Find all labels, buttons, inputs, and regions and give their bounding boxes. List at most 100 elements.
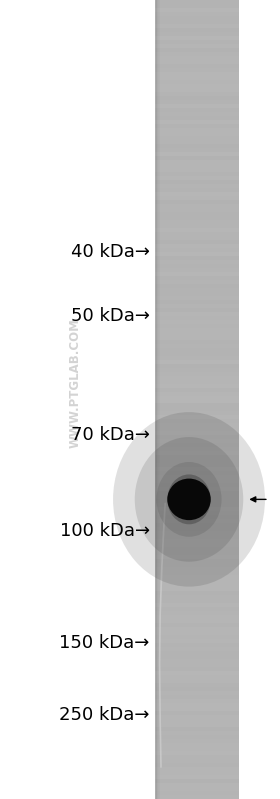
Bar [155,52,239,56]
Bar [155,603,239,607]
Bar [155,116,239,120]
Bar [155,44,239,48]
Ellipse shape [113,412,265,586]
Bar [155,308,239,312]
Bar [159,0,160,799]
Bar [155,156,239,160]
Bar [155,248,239,252]
Bar [155,555,239,559]
Bar [155,707,239,711]
Bar [155,236,239,240]
Bar [155,388,239,392]
Bar [155,475,239,479]
Bar [155,719,239,723]
Bar [155,240,239,244]
Bar [155,547,239,551]
Bar [155,332,239,336]
Bar [155,763,239,767]
Bar [155,779,239,783]
Bar [155,280,239,284]
Bar [155,400,239,403]
Bar [155,60,239,64]
Bar [155,12,239,16]
Bar [155,64,239,68]
Bar [155,439,239,443]
Bar [155,695,239,699]
Bar [155,487,239,491]
Bar [155,220,239,224]
Bar [155,663,239,667]
Bar [155,531,239,535]
Bar [155,607,239,611]
Bar [155,667,239,671]
Bar [155,4,239,8]
Bar [155,447,239,451]
Bar [155,703,239,707]
Bar [155,543,239,547]
Bar [155,48,239,52]
Bar [155,352,239,356]
Bar [155,396,239,400]
Bar [155,276,239,280]
Bar [155,92,239,96]
Ellipse shape [167,475,211,524]
Bar [155,415,239,419]
Bar [155,188,239,192]
Bar [155,535,239,539]
Bar [155,451,239,455]
Bar [155,495,239,499]
Bar [155,755,239,759]
Bar [155,56,239,60]
Bar [155,24,239,28]
Bar [155,711,239,715]
Bar [155,392,239,396]
Bar [155,647,239,651]
Text: 250 kDa→: 250 kDa→ [59,706,150,724]
Bar [155,795,239,799]
Bar [155,148,239,152]
Bar [155,419,239,423]
Bar [155,256,239,260]
Bar [155,340,239,344]
Bar [155,28,239,32]
Bar [155,8,239,12]
Bar [155,759,239,763]
Bar [155,196,239,200]
Bar [155,483,239,487]
Bar [155,296,239,300]
Bar [155,503,239,507]
Bar [155,611,239,615]
Ellipse shape [167,479,211,520]
Bar [155,519,239,523]
Bar [155,384,239,388]
Bar [155,288,239,292]
Bar [155,579,239,583]
Bar [155,80,239,84]
Bar [155,651,239,655]
Bar [155,244,239,248]
Bar [155,511,239,515]
Bar [155,643,239,647]
Bar [155,72,239,76]
Bar [155,140,239,144]
Bar [155,739,239,743]
Bar [155,731,239,735]
Bar [155,88,239,92]
Bar [155,659,239,663]
Text: 50 kDa→: 50 kDa→ [71,307,150,324]
Bar [155,192,239,196]
Bar [155,567,239,571]
Bar [155,407,239,411]
Bar [155,723,239,727]
Bar [155,471,239,475]
Bar [155,427,239,431]
Bar [155,224,239,228]
Bar [155,691,239,695]
Bar [155,687,239,691]
Bar [155,360,239,364]
Bar [155,467,239,471]
Bar [155,403,239,407]
Bar [155,587,239,591]
Bar [155,68,239,72]
Bar [155,96,239,100]
